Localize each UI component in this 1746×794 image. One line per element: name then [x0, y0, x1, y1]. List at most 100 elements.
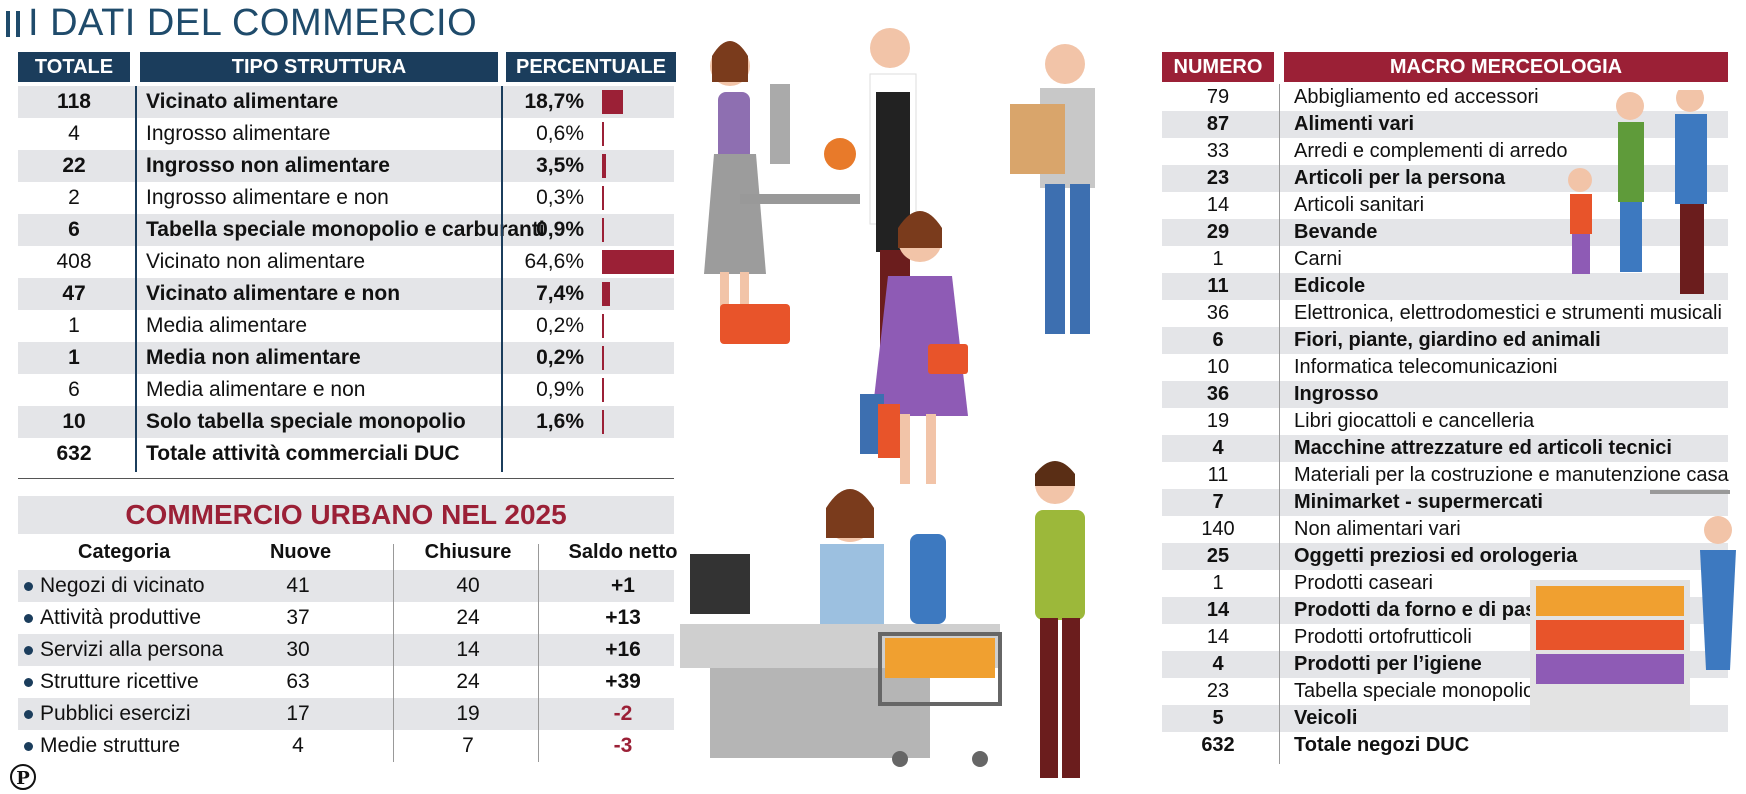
row-macro: Macchine attrezzature ed articoli tecnic…	[1294, 437, 1672, 459]
row-percentuale: 0,2%	[536, 314, 584, 337]
row-macro: Elettronica, elettrodomestici e strument…	[1294, 302, 1722, 324]
urban-row: Medie strutture 4 7 -3	[18, 730, 674, 762]
row-macro: Alimenti vari	[1294, 113, 1415, 135]
section-divider	[18, 478, 674, 479]
strutture-row: 4 Ingrosso alimentare 0,6%	[18, 118, 674, 150]
urban-aperture: 37	[286, 606, 310, 629]
urban-categoria: Servizi alla persona	[40, 638, 224, 661]
row-numero: 23	[1206, 167, 1230, 189]
strutture-rows: 118 Vicinato alimentare 18,7% 4 Ingrosso ali…	[18, 86, 674, 438]
merceologia-row: 4 Macchine attrezzature ed articoli tecni…	[1162, 435, 1728, 462]
strutture-row: 118 Vicinato alimentare 18,7%	[18, 86, 674, 118]
merceologia-row: 36 Elettronica, elettrodomestici e strume…	[1162, 300, 1728, 327]
merceologia-row: 14 Articoli sanitari	[1162, 192, 1728, 219]
urban-chiusure: 24	[456, 670, 480, 693]
row-percentuale: 3,5%	[536, 154, 584, 177]
row-macro: Fiori, piante, giardino ed animali	[1294, 329, 1601, 351]
urban-row: Negozi di vicinato 41 40 +1	[18, 570, 674, 602]
row-tipo: Ingrosso non alimentare	[146, 154, 390, 177]
urban-chiusure: 14	[456, 638, 480, 661]
percent-bar	[602, 218, 604, 242]
header-macro: MACRO MERCEOLOGIA	[1284, 52, 1728, 82]
merceologia-total-row: 632 Totale negozi DUC	[1162, 732, 1728, 759]
strutture-total-row: 632 Totale attività commerciali DUC	[18, 438, 674, 470]
row-tipo: Vicinato alimentare e non	[146, 282, 401, 305]
row-numero: 87	[1206, 113, 1230, 135]
urban-header-chiusure: Chiusure	[424, 541, 512, 563]
urban-divider	[538, 544, 539, 762]
row-numero: 14	[1206, 599, 1230, 621]
row-percentuale: 7,4%	[536, 282, 584, 305]
row-numero: 6	[1212, 329, 1224, 351]
bullet-icon	[24, 710, 33, 719]
row-macro: Prodotti ortofrutticoli	[1294, 626, 1472, 648]
strutture-row: 22 Ingrosso non alimentare 3,5%	[18, 150, 674, 182]
bullet-icon	[24, 742, 33, 751]
strutture-row: 47 Vicinato alimentare e non 7,4%	[18, 278, 674, 310]
urban-saldo: +39	[605, 670, 641, 693]
urban-aperture: 4	[292, 734, 304, 757]
urban-chiusure: 40	[456, 574, 480, 597]
percent-bar	[602, 250, 674, 274]
strutture-row: 408 Vicinato non alimentare 64,6%	[18, 246, 674, 278]
merceologia-row: 140 Non alimentari vari	[1162, 516, 1728, 543]
row-macro: Materiali per la costruzione e manutenzi…	[1294, 464, 1729, 486]
total-name: Totale negozi DUC	[1294, 734, 1470, 756]
merceologia-row: 33 Arredi e complementi di arredo	[1162, 138, 1728, 165]
row-tipo: Vicinato alimentare	[146, 90, 339, 113]
percent-bar	[602, 154, 606, 178]
row-numero: 14	[1206, 194, 1230, 216]
row-tipo: Tabella speciale monopolio e carburanti	[146, 218, 545, 241]
row-totale: 4	[68, 122, 80, 145]
row-numero: 11	[1207, 275, 1229, 297]
header-totale: TOTALE	[18, 52, 130, 82]
percent-bar	[602, 186, 604, 210]
urban-aperture: 41	[286, 574, 310, 597]
merceologia-table: NUMERO MACRO MERCEOLOGIA 79 Abbigliamento…	[1162, 52, 1729, 764]
row-macro: Abbigliamento ed accessori	[1294, 86, 1539, 108]
row-percentuale: 18,7%	[524, 90, 584, 113]
merceologia-row: 11 Materiali per la costruzione e manuten…	[1162, 462, 1729, 489]
urban-chiusure: 24	[456, 606, 480, 629]
row-macro: Articoli sanitari	[1294, 194, 1425, 216]
row-macro: Libri giocattoli e cancelleria	[1294, 410, 1535, 432]
row-numero: 36	[1206, 302, 1230, 324]
row-totale: 10	[62, 410, 86, 433]
urban-header: Categoria Nuove Aperture Chiusure Saldo …	[18, 536, 677, 595]
row-tipo: Ingrosso alimentare	[146, 122, 331, 145]
strutture-row: 1 Media non alimentare 0,2%	[18, 342, 674, 374]
row-totale: 6	[68, 218, 80, 241]
row-numero: 19	[1206, 410, 1230, 432]
row-tipo: Media alimentare	[146, 314, 308, 337]
total-label: Totale attività commerciali DUC	[146, 442, 460, 465]
urban-categoria: Negozi di vicinato	[40, 574, 205, 597]
row-numero: 29	[1206, 221, 1230, 243]
urban-row: Pubblici esercizi 17 19 -2	[18, 698, 674, 730]
percent-bar	[602, 378, 604, 402]
row-macro: Oggetti preziosi ed orologeria	[1294, 545, 1578, 567]
row-macro: Carni	[1294, 248, 1342, 270]
row-totale: 408	[56, 250, 92, 273]
merceologia-row: 11 Edicole	[1162, 273, 1728, 300]
merceologia-row: 23 Tabella speciale monopolio	[1162, 678, 1728, 705]
urban-categoria: Attività produttive	[40, 606, 202, 629]
urban-divider	[393, 544, 394, 762]
percent-bar	[602, 122, 604, 146]
urban-row: Servizi alla persona 30 14 +16	[18, 634, 674, 666]
row-numero: 1	[1212, 248, 1224, 270]
header-percentuale: PERCENTUALE	[506, 52, 676, 82]
bullet-icon	[24, 582, 33, 591]
urban-saldo: +13	[605, 606, 641, 629]
row-numero: 1	[1212, 572, 1224, 594]
row-numero: 10	[1206, 356, 1230, 378]
column-divider	[501, 86, 503, 472]
row-percentuale: 1,6%	[536, 410, 584, 433]
row-macro: Arredi e complementi di arredo	[1294, 140, 1568, 162]
merceologia-row: 79 Abbigliamento ed accessori	[1162, 84, 1728, 111]
urban-saldo: -3	[613, 734, 633, 757]
row-numero: 23	[1206, 680, 1230, 702]
row-totale: 1	[68, 314, 80, 337]
urban-header-categoria: Categoria	[78, 541, 171, 563]
merceologia-row: 14 Prodotti ortofrutticoli	[1162, 624, 1728, 651]
percent-bar	[602, 410, 604, 434]
